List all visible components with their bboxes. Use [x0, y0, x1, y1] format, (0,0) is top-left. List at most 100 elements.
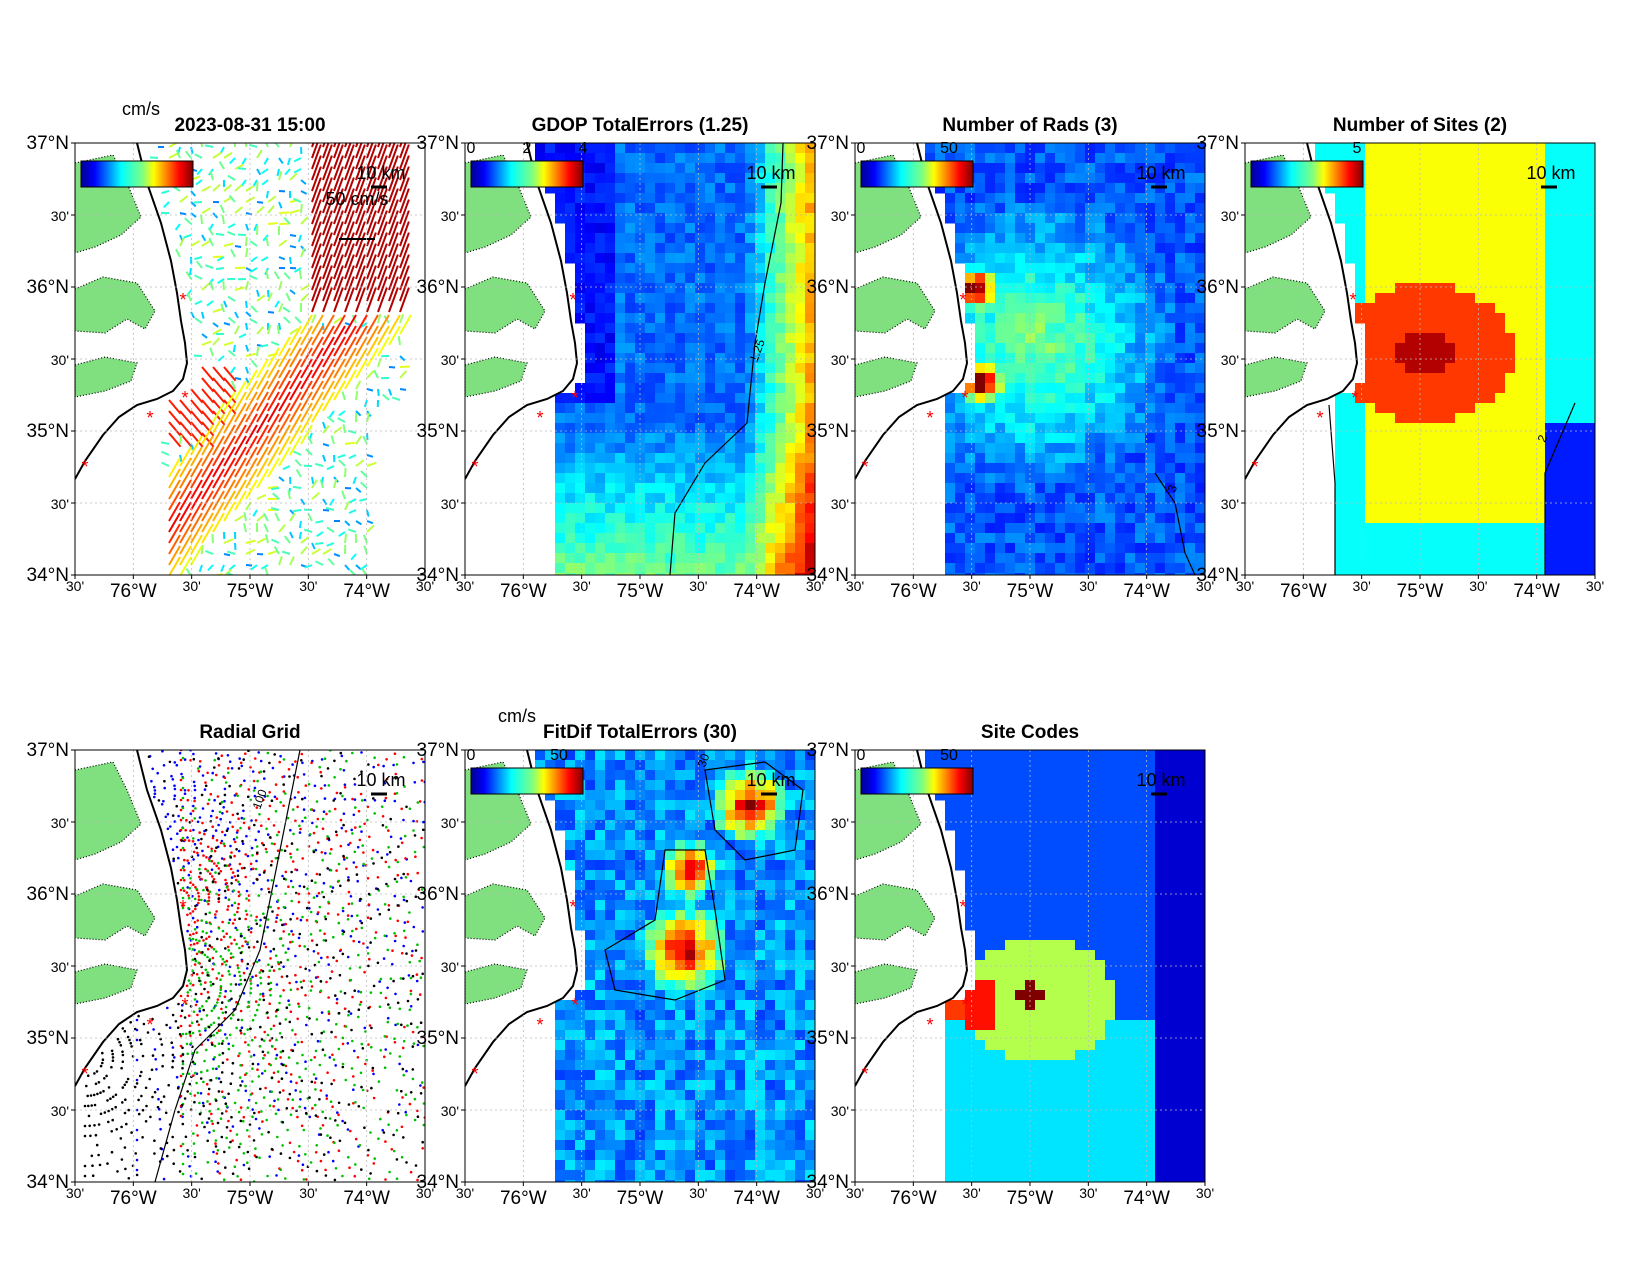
- current-vector: [333, 276, 344, 302]
- field-cell: [1525, 323, 1536, 334]
- field-cell: [1405, 213, 1416, 224]
- field-cell: [1385, 193, 1396, 204]
- field-cell: [1335, 493, 1346, 504]
- field-cell: [705, 433, 716, 444]
- field-cell: [785, 233, 796, 244]
- current-vector: [355, 520, 362, 526]
- radial-grid-point: [230, 904, 234, 907]
- current-vector: [201, 377, 215, 393]
- field-cell: [1535, 373, 1546, 384]
- field-cell: [625, 303, 636, 314]
- field-cell: [1125, 333, 1136, 344]
- field-cell: [645, 163, 656, 174]
- field-cell: [1495, 523, 1506, 534]
- current-vector: [399, 254, 410, 280]
- field-cell: [1135, 463, 1146, 474]
- field-cell: [1165, 313, 1176, 324]
- field-cell: [595, 183, 606, 194]
- field-cell: [1475, 373, 1486, 384]
- field-cell: [1455, 553, 1466, 564]
- radial-grid-point: [237, 890, 240, 894]
- current-vector: [282, 465, 291, 471]
- field-cell: [1125, 273, 1136, 284]
- field-cell: [795, 563, 806, 574]
- field-cell: [745, 373, 756, 384]
- field-cell: [755, 443, 766, 454]
- field-cell: [745, 273, 756, 284]
- field-cell: [1455, 273, 1466, 284]
- field-cell: [705, 553, 716, 564]
- field-cell: [555, 463, 566, 474]
- field-cell: [775, 333, 786, 344]
- field-cell: [685, 473, 696, 484]
- field-cell: [965, 153, 976, 164]
- field-cell: [1535, 343, 1546, 354]
- field-cell: [665, 553, 676, 564]
- field-cell: [1045, 563, 1056, 574]
- radial-grid-point: [217, 823, 220, 827]
- field-cell: [775, 513, 786, 524]
- field-cell: [575, 473, 586, 484]
- field-cell: [1465, 213, 1476, 224]
- field-cell: [1535, 513, 1546, 524]
- field-cell: [565, 413, 576, 424]
- field-cell: [1455, 313, 1466, 324]
- field-cell: [805, 453, 815, 464]
- field-cell: [725, 413, 736, 424]
- field-cell: [615, 333, 626, 344]
- field-cell: [725, 373, 736, 384]
- field-cell: [1475, 283, 1486, 294]
- current-vector: [183, 234, 192, 239]
- radial-grid-point: [193, 788, 197, 792]
- field-cell: [675, 473, 686, 484]
- field-cell: [1045, 473, 1056, 484]
- field-cell: [715, 513, 726, 524]
- field-cell: [1115, 353, 1126, 364]
- field-cell: [1445, 563, 1456, 574]
- field-cell: [1465, 343, 1476, 354]
- current-vector: [245, 366, 250, 374]
- field-cell: [1585, 503, 1595, 514]
- field-cell: [1075, 503, 1086, 514]
- field-cell: [1385, 423, 1396, 434]
- field-cell: [1155, 153, 1166, 164]
- current-vector: [278, 239, 288, 247]
- field-cell: [1055, 413, 1066, 424]
- field-cell: [1015, 263, 1026, 274]
- field-cell: [1145, 483, 1156, 494]
- field-cell: [1365, 303, 1376, 314]
- field-cell: [965, 283, 976, 294]
- field-cell: [1435, 373, 1446, 384]
- current-vector: [190, 388, 204, 404]
- field-cell: [1585, 193, 1595, 204]
- field-cell: [1075, 373, 1086, 384]
- field-cell: [605, 283, 616, 294]
- radial-grid-point: [297, 936, 301, 940]
- current-vector: [256, 468, 269, 489]
- radial-grid-point: [346, 1128, 350, 1131]
- field-cell: [955, 143, 966, 154]
- radial-grid-point: [336, 1111, 339, 1114]
- field-cell: [1445, 573, 1456, 575]
- field-cell: [605, 193, 616, 204]
- field-cell: [1575, 153, 1586, 164]
- field-cell: [1535, 503, 1546, 514]
- field-cell: [695, 413, 706, 424]
- field-cell: [785, 303, 796, 314]
- field-cell: [575, 143, 586, 154]
- radial-grid-point: [237, 817, 240, 820]
- field-cell: [1005, 323, 1016, 334]
- field-cell: [1175, 383, 1186, 394]
- field-cell: [1505, 303, 1516, 314]
- current-vector: [344, 533, 348, 544]
- field-cell: [705, 313, 716, 324]
- lat-tick-label: 30': [1221, 208, 1239, 224]
- radial-grid-point: [341, 1119, 344, 1123]
- field-cell: [1135, 573, 1146, 575]
- field-cell: [555, 563, 566, 574]
- radial-grid-point: [192, 942, 196, 946]
- current-vector: [360, 481, 368, 489]
- field-cell: [655, 573, 666, 575]
- field-cell: [1515, 403, 1526, 414]
- field-cell: [1135, 323, 1146, 334]
